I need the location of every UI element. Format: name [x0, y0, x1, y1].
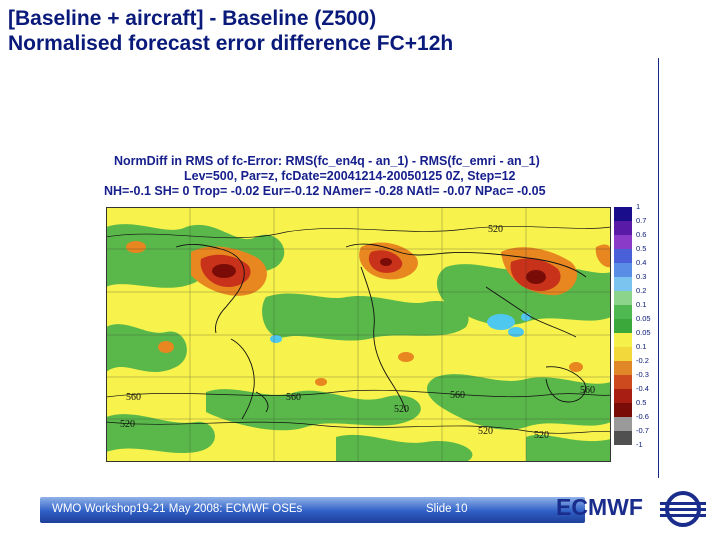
grid-lines	[106, 207, 611, 462]
colorbar-swatch	[614, 389, 632, 403]
plot-header-line-2: Lev=500, Par=z, fcDate=20041214-20050125…	[184, 169, 516, 183]
footer-workshop: WMO Workshop19-21 May 2008: ECMWF OSEs	[52, 503, 303, 515]
contour-lines	[106, 226, 611, 434]
contour-label: 560	[580, 385, 595, 396]
colorbar-label: -0.4	[636, 384, 649, 393]
contour-label: 560	[286, 392, 301, 403]
colorbar-label: 1	[636, 202, 641, 211]
slide-title: [Baseline + aircraft] - Baseline (Z500) …	[8, 6, 648, 56]
title-line-2: Normalised forecast error difference FC+…	[8, 32, 454, 55]
colorbar-swatch	[614, 431, 632, 445]
colorbar-swatch	[614, 263, 632, 277]
colorbar-label: -0.2	[636, 356, 649, 365]
plot-header: NormDiff in RMS of fc-Error: RMS(fc_en4q…	[96, 154, 636, 199]
colorbar-swatch	[614, 347, 632, 361]
colorbar-label: 0.4	[636, 258, 647, 267]
contour-label: 520	[478, 426, 493, 437]
map-frame	[106, 207, 611, 462]
colorbar-label: -0.6	[636, 412, 649, 421]
plot-header-line-1: NormDiff in RMS of fc-Error: RMS(fc_en4q…	[114, 154, 540, 168]
colorbar-swatch	[614, 319, 632, 333]
colorbar-label: 0.2	[636, 286, 647, 295]
colorbar-label: 0.5	[636, 398, 647, 407]
colorbar-swatch	[614, 375, 632, 389]
colorbar-swatch	[614, 333, 632, 347]
plot-header-line-3: NH=-0.1 SH= 0 Trop= -0.02 Eur=-0.12 NAme…	[104, 184, 546, 198]
colorbar-swatch	[614, 403, 632, 417]
divider-line	[658, 58, 659, 478]
contour-label-group: 520 520 560 560 560 520 560 520 520	[120, 224, 595, 441]
colorbar-label: 0.5	[636, 244, 647, 253]
colorbar-label: 0.1	[636, 342, 647, 351]
colorbar-label: 0.1	[636, 300, 647, 309]
title-line-1: [Baseline + aircraft] - Baseline (Z500)	[8, 7, 377, 30]
colorbar-label: -0.3	[636, 370, 649, 379]
forecast-error-map: 520 520 560 560 560 520 560 520 520	[106, 207, 611, 462]
colorbar-swatch	[614, 235, 632, 249]
contour-label: 520	[488, 224, 503, 235]
colorbar-swatch	[614, 207, 632, 221]
colorbar-label: 0.7	[636, 216, 647, 225]
footer-slide-number: Slide 10	[426, 503, 468, 515]
coastlines	[175, 243, 587, 420]
colorbar-label: 0.05	[636, 314, 651, 323]
contour-label: 520	[534, 430, 549, 441]
contour-label: 560	[450, 390, 465, 401]
colorbar-swatch	[614, 305, 632, 319]
colorbar-label: 0.05	[636, 328, 651, 337]
colorbar-label: -1	[636, 440, 643, 449]
ecmwf-logo-icon	[660, 491, 706, 527]
colorbar-swatch	[614, 291, 632, 305]
colorbar-swatch	[614, 221, 632, 235]
contour-label: 520	[394, 404, 409, 415]
colorbar-label: 0.6	[636, 230, 647, 239]
colorbar-swatch	[614, 417, 632, 431]
colorbar-swatch	[614, 361, 632, 375]
colorbar-swatch	[614, 249, 632, 263]
colorbar-label: -0.7	[636, 426, 649, 435]
colorbar-label: 0.3	[636, 272, 647, 281]
colorbar-swatch	[614, 277, 632, 291]
contour-label: 560	[126, 392, 141, 403]
footer-bar	[40, 497, 585, 523]
contour-label: 520	[120, 419, 135, 430]
ecmwf-logo-text: ECMWF	[556, 494, 643, 520]
dark-red-field	[212, 258, 546, 284]
